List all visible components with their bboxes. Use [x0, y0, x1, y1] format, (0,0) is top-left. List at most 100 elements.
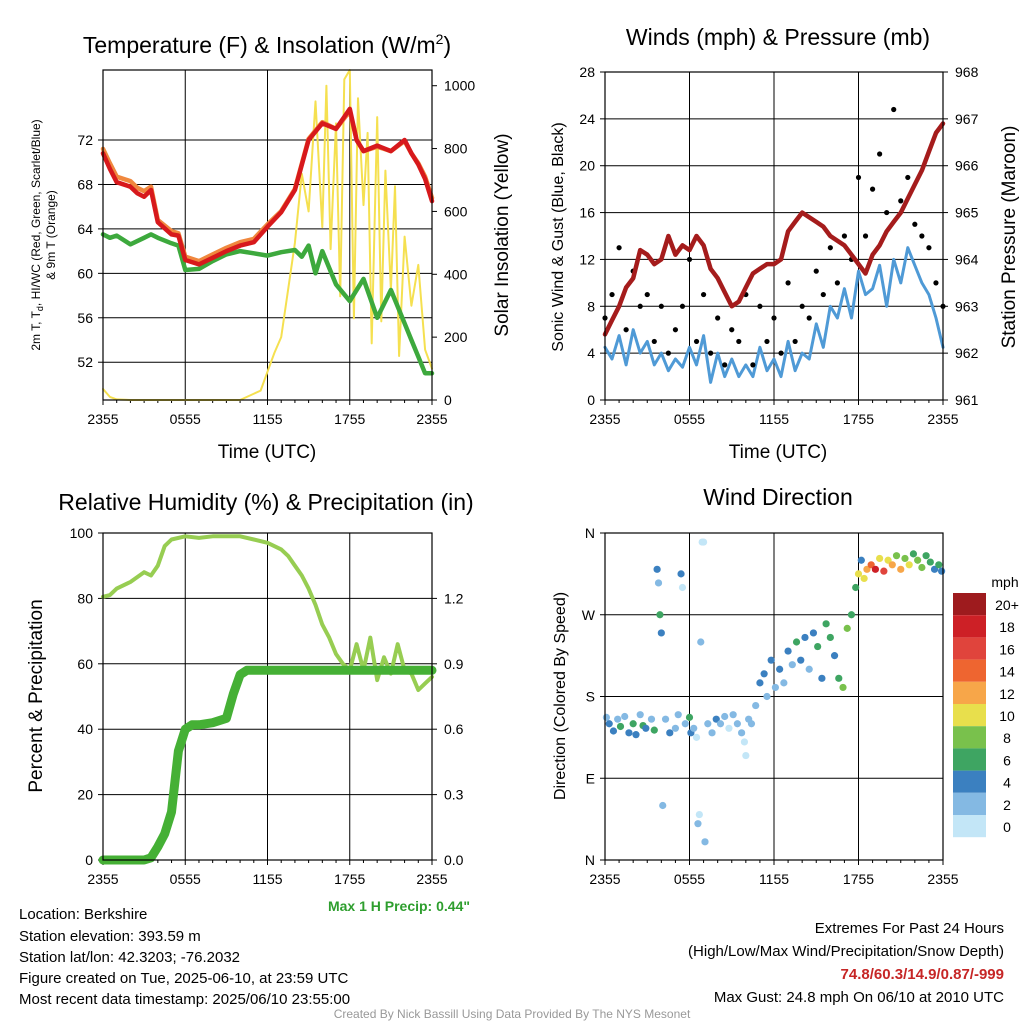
- direction-point: [854, 570, 863, 578]
- direction-point: [935, 561, 943, 569]
- direction-point: [605, 720, 613, 728]
- direction-point: [692, 733, 701, 741]
- direction-point: [805, 665, 813, 673]
- direction-point: [909, 550, 918, 558]
- y-tick-label: 12: [579, 251, 595, 267]
- direction-point: [647, 715, 656, 723]
- y-tick-label: 52: [77, 354, 93, 370]
- legend-label: 16: [999, 641, 1015, 657]
- direction-point: [694, 820, 702, 828]
- y-tick-label: 56: [77, 310, 93, 326]
- direction-point: [771, 683, 780, 692]
- y-axis-label-left: Sonic Wind & Gust (Blue, Black): [550, 122, 567, 351]
- y-right-tick-label: 200: [444, 329, 468, 345]
- x-tick-label: 2355: [589, 411, 620, 427]
- y-right-tick-label: 965: [955, 205, 979, 221]
- x-tick-label: 2355: [87, 871, 118, 887]
- legend-swatch: [953, 792, 986, 815]
- direction-point: [629, 720, 637, 728]
- direction-point: [650, 726, 658, 734]
- legend-swatch: [953, 726, 986, 749]
- gust-point: [700, 291, 707, 298]
- direction-point: [843, 624, 851, 632]
- y-right-tick-label: 0.9: [444, 656, 464, 672]
- plot-border: [604, 71, 944, 401]
- gust-point: [834, 280, 840, 286]
- footer-elevation: Station elevation: 393.59 m: [19, 928, 201, 945]
- direction-point: [716, 720, 725, 728]
- direction-point: [695, 810, 703, 819]
- direction-point: [733, 720, 741, 728]
- y-tick-label: 20: [77, 787, 93, 803]
- gust-point: [757, 303, 763, 309]
- direction-point: [871, 565, 880, 573]
- y-tick-label: 20: [579, 158, 595, 174]
- direction-point: [760, 670, 768, 678]
- direction-point: [926, 558, 934, 566]
- direction-point: [657, 629, 665, 637]
- footer-recent: Most recent data timestamp: 2025/06/10 2…: [19, 991, 351, 1008]
- gust-point: [898, 198, 904, 204]
- legend-swatch: [953, 704, 986, 727]
- y-right-tick-label: 961: [955, 392, 979, 408]
- gust-point: [799, 303, 805, 309]
- gust-point: [708, 350, 714, 356]
- direction-point: [822, 620, 830, 628]
- legend-swatch: [953, 659, 986, 682]
- gust-point: [736, 338, 742, 345]
- y-right-tick-label: 967: [955, 111, 979, 127]
- y-right-tick-label: 800: [444, 141, 468, 157]
- direction-point: [632, 731, 640, 739]
- direction-point: [697, 638, 705, 646]
- legend-label: 8: [1003, 730, 1011, 746]
- y-axis-label-right: Station Pressure (Maroon): [999, 126, 1020, 349]
- legend-swatch: [953, 770, 986, 793]
- y-tick-label: 8: [587, 298, 595, 314]
- direction-point: [918, 563, 926, 572]
- y-right-tick-label: 962: [955, 345, 979, 361]
- series-line-2m-td: [100, 232, 435, 376]
- gust-point: [609, 291, 615, 298]
- y-right-tick-label: 1.2: [444, 590, 464, 606]
- extremes-values: 74.8/60.3/14.9/0.87/-999: [840, 966, 1004, 983]
- x-tick-label: 2355: [416, 411, 447, 427]
- direction-point: [809, 629, 818, 637]
- series-line-sonic-wind: [603, 246, 945, 384]
- direction-point: [860, 574, 868, 583]
- gust-point: [715, 315, 721, 321]
- footer-latlon: Station lat/lon: 42.3203; -76.2032: [19, 949, 241, 966]
- gust-point: [686, 256, 693, 263]
- y-tick-label: 40: [77, 721, 93, 737]
- x-tick-label: 0555: [170, 411, 201, 427]
- direction-point: [801, 633, 809, 642]
- gust-point: [912, 221, 918, 227]
- y-tick-label: 0: [587, 392, 595, 408]
- y-tick-label: 72: [77, 132, 93, 148]
- y-tick-label: N: [585, 852, 595, 868]
- y-tick-label: S: [586, 689, 595, 705]
- direction-point: [729, 711, 737, 719]
- max-precip-annotation: Max 1 H Precip: 0.44": [328, 898, 470, 914]
- legend-label: 18: [999, 619, 1015, 635]
- direction-point: [905, 561, 913, 569]
- direction-point: [884, 556, 892, 564]
- gust-point: [862, 233, 869, 239]
- gust-point: [891, 106, 897, 113]
- direction-point: [867, 561, 875, 569]
- y-right-tick-label: 0.0: [444, 852, 464, 868]
- direction-point: [797, 656, 805, 664]
- direction-point: [690, 724, 698, 732]
- y-tick-label: N: [585, 525, 595, 541]
- gust-point: [827, 245, 833, 251]
- direction-point: [725, 724, 733, 732]
- extremes-subtitle: (High/Low/Max Wind/Precipitation/Snow De…: [688, 943, 1004, 960]
- gust-point: [785, 280, 791, 286]
- plot-border: [102, 69, 433, 401]
- gust-point: [884, 209, 890, 216]
- y-right-tick-label: 0.6: [444, 721, 464, 737]
- credit-line: Created By Nick Bassill Using Data Provi…: [333, 1007, 691, 1021]
- direction-point: [830, 652, 839, 660]
- x-tick-label: 1755: [334, 871, 365, 887]
